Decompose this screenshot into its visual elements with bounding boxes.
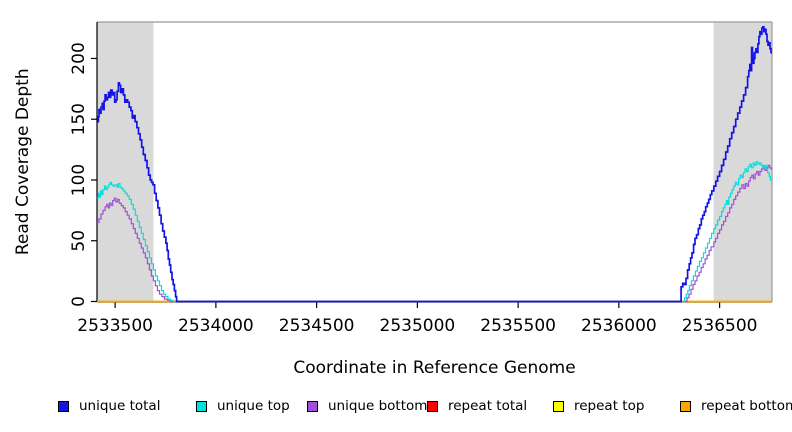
legend-label-repeat-top: repeat top <box>574 398 645 414</box>
legend-label-repeat-total: repeat total <box>448 398 528 414</box>
y-tick-label: 200 <box>69 42 89 74</box>
x-tick-label: 2535000 <box>380 316 456 336</box>
series-line-unique-bottom <box>97 164 772 303</box>
series-line-unique-total <box>97 26 772 303</box>
x-tick-label: 2535500 <box>480 316 556 336</box>
legend-swatch-unique-total <box>58 400 69 412</box>
series-line-unique-top <box>97 161 772 303</box>
shaded-region-right <box>713 22 772 302</box>
legend: unique total unique top unique bottom repea… <box>0 396 792 420</box>
legend-item-repeat-total: repeat total <box>427 396 527 416</box>
legend-swatch-repeat-bottom <box>680 400 691 412</box>
x-tick-label: 2536000 <box>581 316 657 336</box>
legend-swatch-unique-top <box>196 400 207 412</box>
legend-item-unique-total: unique total <box>58 396 160 416</box>
legend-label-unique-top: unique top <box>217 398 290 414</box>
x-tick-label: 2536500 <box>682 316 758 336</box>
legend-item-unique-bottom: unique bottom <box>307 396 427 416</box>
legend-swatch-repeat-total <box>427 400 438 412</box>
legend-item-unique-top: unique top <box>196 396 290 416</box>
y-tick-label: 150 <box>69 103 89 135</box>
y-tick-label: 100 <box>69 164 89 196</box>
y-tick-label: 50 <box>69 230 89 252</box>
shaded-region-left <box>97 22 154 302</box>
legend-item-repeat-top: repeat top <box>553 396 644 416</box>
legend-label-unique-bottom: unique bottom <box>328 398 428 414</box>
x-tick-label: 2534500 <box>279 316 355 336</box>
x-tick-label: 2534000 <box>178 316 254 336</box>
y-tick-label: 0 <box>69 296 89 307</box>
legend-label-unique-total: unique total <box>79 398 161 414</box>
y-axis-title: Read Coverage Depth <box>13 68 33 255</box>
legend-label-repeat-bottom: repeat bottom <box>701 398 792 414</box>
legend-swatch-repeat-top <box>553 400 564 412</box>
legend-item-repeat-bottom: repeat bottom <box>680 396 792 416</box>
coverage-plot: 2533500 2534000 2534500 2535000 2535500 25360… <box>13 21 773 378</box>
x-tick-label: 2533500 <box>77 316 153 336</box>
legend-swatch-unique-bottom <box>307 400 318 412</box>
x-axis-title: Coordinate in Reference Genome <box>293 358 575 378</box>
